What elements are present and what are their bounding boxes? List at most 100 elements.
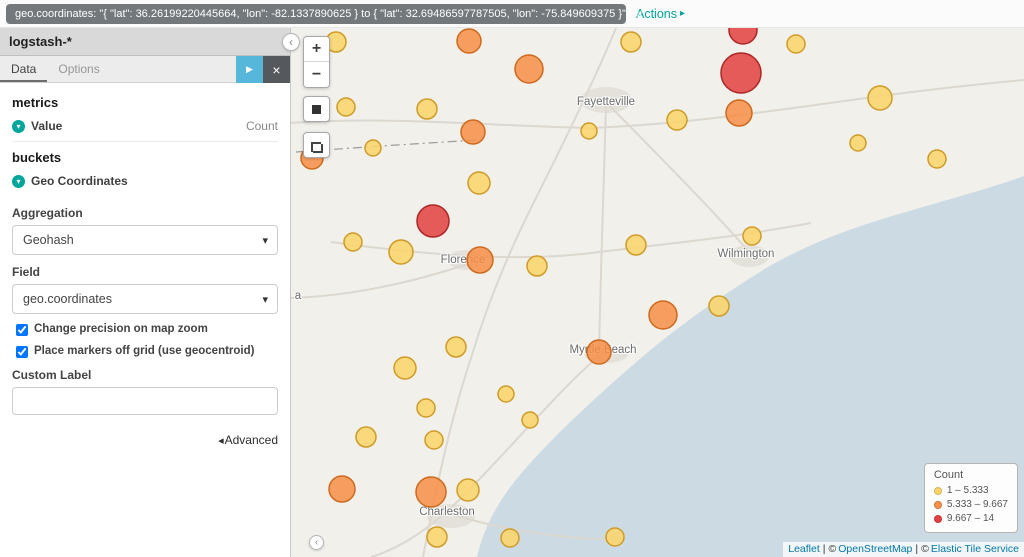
map-marker[interactable] (648, 300, 678, 330)
discard-changes-button[interactable]: × (263, 56, 290, 83)
map-marker[interactable] (416, 204, 450, 238)
legend-item: 9.667 – 14 (933, 512, 1008, 526)
map-marker[interactable] (497, 385, 515, 403)
map-marker[interactable] (415, 476, 447, 508)
legend-color-dot (933, 487, 942, 495)
map-marker[interactable] (466, 246, 494, 274)
map-marker[interactable] (605, 527, 625, 547)
vis-editor-sidebar: logstash-* Data Options ▶ × metrics ▾ Va… (0, 28, 291, 557)
tile-map[interactable]: Fayetteville Wilmington Florence Myrtle Bea… (291, 28, 1024, 557)
vis-editor-form: metrics ▾ Value Count buckets ▾ Geo Coor… (0, 83, 290, 557)
map-marker[interactable] (666, 109, 688, 131)
map-attribution: Leaflet | © OpenStreetMap | © Elastic Tile Ser… (783, 542, 1024, 557)
map-marker[interactable] (456, 478, 480, 502)
map-marker[interactable] (620, 31, 642, 53)
apply-changes-button[interactable]: ▶ (236, 56, 263, 83)
map-marker[interactable] (445, 336, 467, 358)
map-marker[interactable] (580, 122, 598, 140)
field-select[interactable]: geo.coordinates ▾ (12, 284, 278, 314)
sidebar-tabs: Data Options ▶ × (0, 56, 290, 83)
map-marker[interactable] (586, 339, 612, 365)
map-marker[interactable] (500, 528, 520, 548)
remove-filter-icon[interactable]: × (635, 6, 643, 21)
draw-rectangle-button[interactable] (303, 132, 330, 158)
map-marker[interactable] (355, 426, 377, 448)
legend-item: 1 – 5.333 (933, 484, 1008, 498)
elastic-tile-service-link[interactable]: Elastic Tile Service (930, 543, 1019, 555)
metric-row-value[interactable]: ▾ Value Count (12, 114, 278, 141)
metric-agg-type: Count (245, 119, 278, 133)
map-marker[interactable] (927, 149, 947, 169)
crop-icon (310, 139, 323, 153)
play-icon: ▶ (246, 64, 253, 74)
bucket-row-geo-coordinates[interactable]: ▾ Geo Coordinates (12, 169, 278, 196)
aggregation-select[interactable]: Geohash ▾ (12, 225, 278, 255)
map-marker[interactable] (514, 54, 544, 84)
map-marker[interactable] (728, 28, 758, 45)
aggregation-selected-value: Geohash (23, 233, 74, 247)
actions-link[interactable]: Actions ▸ (636, 7, 685, 21)
zoom-in-button[interactable]: + (304, 37, 329, 62)
map-marker[interactable] (460, 119, 486, 145)
tab-options[interactable]: Options (58, 62, 100, 76)
advanced-toggle[interactable]: ◂Advanced (12, 433, 278, 447)
precision-checkbox-row[interactable]: Change precision on map zoom (16, 323, 278, 336)
caret-right-icon: ▸ (680, 8, 686, 19)
map-background (291, 28, 1024, 557)
chevron-down-icon[interactable]: ▾ (12, 119, 25, 133)
map-marker[interactable] (416, 98, 438, 120)
precision-checkbox[interactable] (16, 324, 28, 336)
map-marker[interactable] (725, 99, 753, 127)
map-marker[interactable] (625, 234, 647, 256)
attribution-separator: | (915, 543, 919, 555)
map-marker[interactable] (526, 255, 548, 277)
legend-item: 5.333 – 9.667 (933, 498, 1008, 512)
map-marker[interactable] (867, 85, 893, 111)
legend-items: 1 – 5.333 5.333 – 9.667 9.667 – 14 (933, 484, 1008, 526)
map-marker[interactable] (708, 295, 730, 317)
map-marker[interactable] (416, 398, 436, 418)
chevron-down-icon[interactable]: ▾ (12, 174, 25, 188)
legend-range-label: 1 – 5.333 (946, 485, 989, 496)
actions-label: Actions (636, 6, 677, 21)
legend-color-dot (933, 501, 942, 509)
map-marker[interactable] (336, 97, 356, 117)
map-marker[interactable] (742, 226, 762, 246)
map-marker[interactable] (424, 430, 444, 450)
buckets-heading: buckets (12, 150, 62, 165)
sidebar-collapse-icon[interactable]: ‹ (282, 33, 300, 51)
map-marker[interactable] (849, 134, 867, 152)
map-marker[interactable] (393, 356, 417, 380)
leaflet-link[interactable]: Leaflet (788, 543, 820, 555)
map-marker[interactable] (786, 34, 806, 54)
filter-pill[interactable]: geo.coordinates: "{ "lat": 36.2619922044… (6, 3, 643, 24)
fit-bounds-icon (312, 104, 321, 114)
close-icon: × (272, 61, 281, 78)
field-label: Field (12, 265, 41, 279)
custom-label-input[interactable] (12, 387, 278, 415)
map-marker[interactable] (521, 411, 539, 429)
precision-checkbox-label: Change precision on map zoom (34, 323, 208, 335)
map-marker[interactable] (720, 52, 762, 94)
metric-label: Value (31, 119, 63, 133)
chevron-down-icon: ▾ (262, 235, 268, 247)
map-marker[interactable] (388, 239, 414, 265)
map-marker[interactable] (328, 475, 356, 503)
map-marker[interactable] (364, 139, 382, 157)
fit-data-bounds-button[interactable] (303, 96, 330, 122)
aggregation-label: Aggregation (12, 206, 83, 220)
openstreetmap-link[interactable]: OpenStreetMap (838, 543, 913, 555)
zoom-out-button[interactable]: − (304, 62, 329, 87)
map-marker[interactable] (343, 232, 363, 252)
chevron-down-icon: ▾ (262, 294, 268, 306)
map-marker[interactable] (456, 28, 482, 54)
geocentroid-checkbox-row[interactable]: Place markers off grid (use geocentroid) (16, 345, 278, 358)
ocean-shape (477, 176, 1024, 557)
map-marker[interactable] (467, 171, 491, 195)
spy-panel-toggle-icon[interactable]: ‹ (309, 535, 324, 550)
tab-data[interactable]: Data (0, 56, 48, 82)
field-selected-value: geo.coordinates (23, 292, 112, 306)
geocentroid-checkbox[interactable] (16, 346, 28, 358)
map-marker[interactable] (426, 526, 448, 548)
custom-label-label: Custom Label (12, 368, 92, 382)
